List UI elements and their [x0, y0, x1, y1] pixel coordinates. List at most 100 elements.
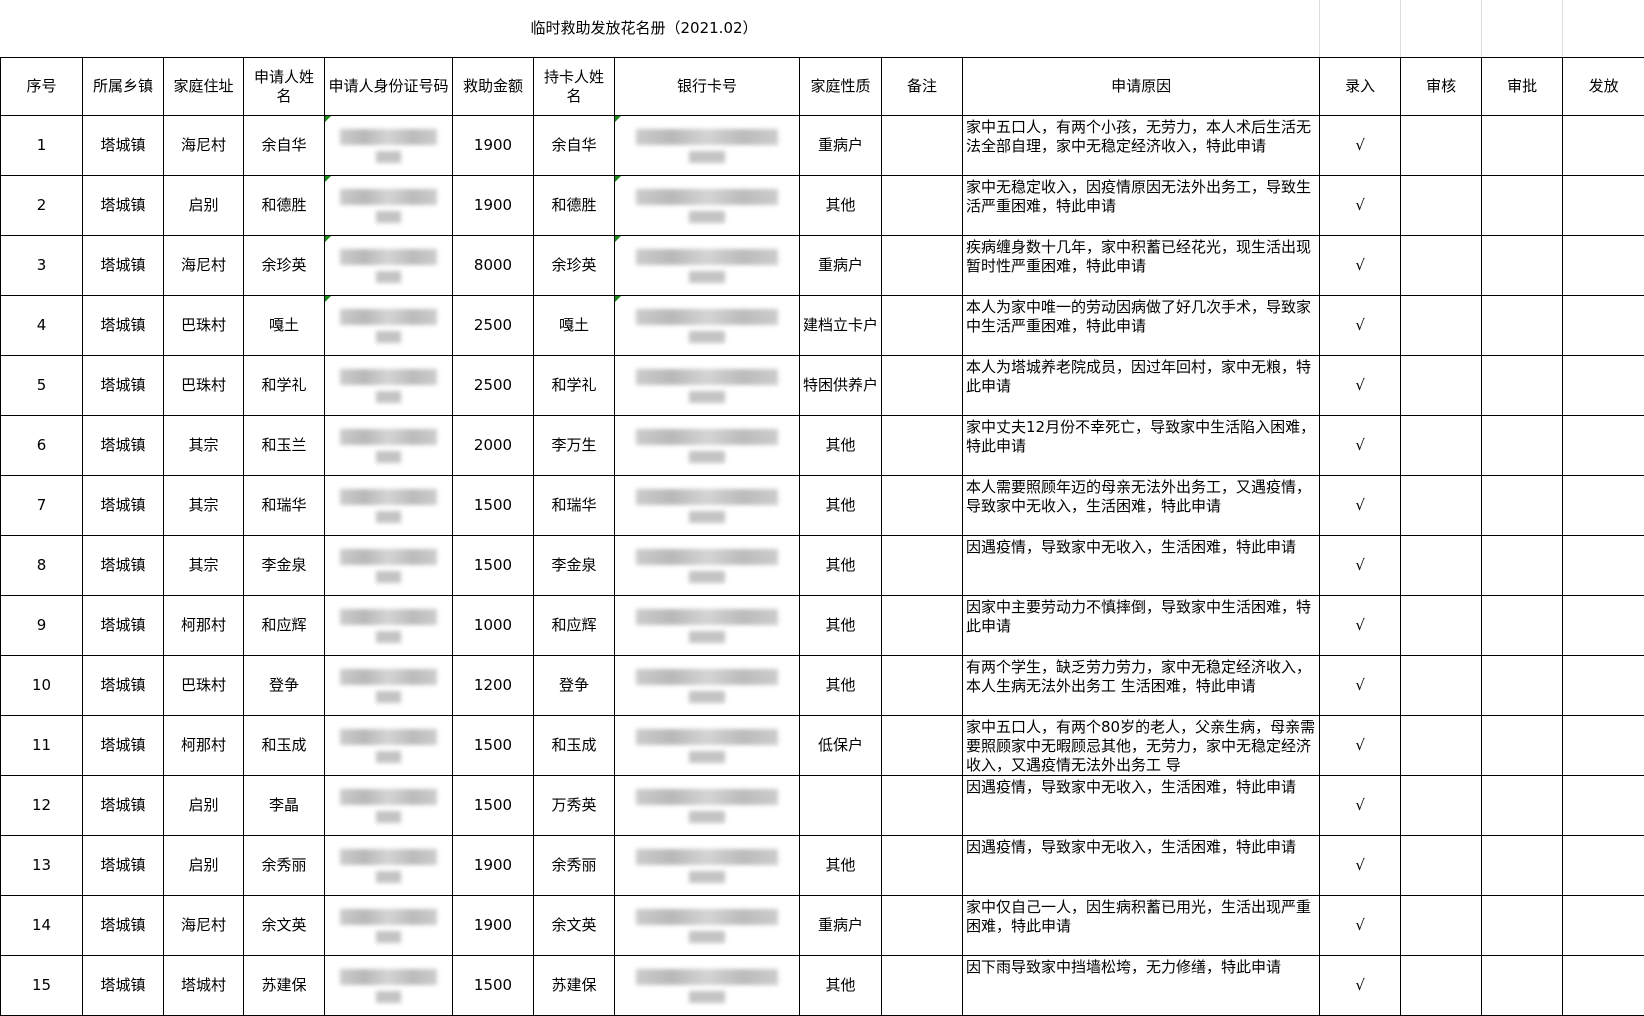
cell-bank-card[interactable]	[615, 956, 800, 1016]
cell-cardholder[interactable]: 苏建保	[534, 956, 615, 1016]
cell-serial[interactable]: 6	[1, 416, 83, 476]
cell-amount[interactable]: 1500	[453, 776, 534, 836]
cell-applicant-name[interactable]: 和应辉	[244, 596, 325, 656]
cell-issued[interactable]	[1563, 536, 1644, 596]
cell-approved[interactable]	[1482, 956, 1563, 1016]
cell-bank-card[interactable]	[615, 776, 800, 836]
column-header[interactable]: 序号	[1, 58, 83, 116]
cell-household-type[interactable]	[800, 776, 882, 836]
cell-id-number[interactable]	[325, 356, 453, 416]
cell-issued[interactable]	[1563, 596, 1644, 656]
cell-cardholder[interactable]: 和瑞华	[534, 476, 615, 536]
cell-note[interactable]	[882, 236, 963, 296]
cell-id-number[interactable]	[325, 716, 453, 776]
cell-reviewed[interactable]	[1401, 896, 1482, 956]
cell-address[interactable]: 海尼村	[164, 236, 244, 296]
cell-reason[interactable]: 疾病缠身数十几年，家中积蓄已经花光，现生活出现暂时性严重困难，特此申请	[963, 236, 1320, 296]
cell-cardholder[interactable]: 万秀英	[534, 776, 615, 836]
cell-reason[interactable]: 有两个学生，缺乏劳力劳力，家中无稳定经济收入，本人生病无法外出务工 生活困难，特…	[963, 656, 1320, 716]
cell-reason[interactable]: 因遇疫情，导致家中无收入，生活困难，特此申请	[963, 836, 1320, 896]
cell-entered[interactable]: √	[1320, 176, 1401, 236]
cell-address[interactable]: 巴珠村	[164, 296, 244, 356]
cell-reason[interactable]: 本人为塔城养老院成员，因过年回村，家中无粮，特此申请	[963, 356, 1320, 416]
cell-town[interactable]: 塔城镇	[83, 476, 164, 536]
cell-serial[interactable]: 10	[1, 656, 83, 716]
cell-entered[interactable]: √	[1320, 296, 1401, 356]
cell-reviewed[interactable]	[1401, 236, 1482, 296]
column-header[interactable]: 所属乡镇	[83, 58, 164, 116]
cell-reviewed[interactable]	[1401, 776, 1482, 836]
cell-bank-card[interactable]	[615, 356, 800, 416]
cell-household-type[interactable]: 特困供养户	[800, 356, 882, 416]
cell-cardholder[interactable]: 余文英	[534, 896, 615, 956]
cell-id-number[interactable]	[325, 296, 453, 356]
cell-town[interactable]: 塔城镇	[83, 116, 164, 176]
cell-approved[interactable]	[1482, 476, 1563, 536]
cell-amount[interactable]: 1900	[453, 116, 534, 176]
cell-household-type[interactable]: 重病户	[800, 236, 882, 296]
cell-reason[interactable]: 家中五口人，有两个80岁的老人，父亲生病，母亲需要照顾家中无暇顾忌其他，无劳力，…	[963, 716, 1320, 776]
column-header[interactable]: 银行卡号	[615, 58, 800, 116]
cell-note[interactable]	[882, 836, 963, 896]
cell-town[interactable]: 塔城镇	[83, 896, 164, 956]
cell-id-number[interactable]	[325, 776, 453, 836]
cell-applicant-name[interactable]: 苏建保	[244, 956, 325, 1016]
cell-id-number[interactable]	[325, 536, 453, 596]
cell-applicant-name[interactable]: 登争	[244, 656, 325, 716]
cell-issued[interactable]	[1563, 296, 1644, 356]
cell-note[interactable]	[882, 716, 963, 776]
column-header[interactable]: 持卡人姓名	[534, 58, 615, 116]
cell-reviewed[interactable]	[1401, 476, 1482, 536]
cell-approved[interactable]	[1482, 776, 1563, 836]
cell-address[interactable]: 启别	[164, 176, 244, 236]
cell-reviewed[interactable]	[1401, 416, 1482, 476]
cell-household-type[interactable]: 建档立卡户	[800, 296, 882, 356]
cell-household-type[interactable]: 其他	[800, 656, 882, 716]
cell-entered[interactable]: √	[1320, 656, 1401, 716]
cell-household-type[interactable]: 低保户	[800, 716, 882, 776]
cell-address[interactable]: 启别	[164, 836, 244, 896]
column-header[interactable]: 申请人身份证号码	[325, 58, 453, 116]
cell-applicant-name[interactable]: 嘎土	[244, 296, 325, 356]
cell-town[interactable]: 塔城镇	[83, 596, 164, 656]
cell-town[interactable]: 塔城镇	[83, 356, 164, 416]
cell-applicant-name[interactable]: 余文英	[244, 896, 325, 956]
cell-issued[interactable]	[1563, 116, 1644, 176]
cell-address[interactable]: 其宗	[164, 536, 244, 596]
cell-amount[interactable]: 1900	[453, 836, 534, 896]
cell-issued[interactable]	[1563, 236, 1644, 296]
cell-approved[interactable]	[1482, 176, 1563, 236]
cell-id-number[interactable]	[325, 596, 453, 656]
cell-serial[interactable]: 7	[1, 476, 83, 536]
cell-amount[interactable]: 2500	[453, 356, 534, 416]
cell-bank-card[interactable]	[615, 896, 800, 956]
column-header[interactable]: 家庭性质	[800, 58, 882, 116]
column-header[interactable]: 发放	[1563, 58, 1644, 116]
cell-bank-card[interactable]	[615, 656, 800, 716]
cell-entered[interactable]: √	[1320, 596, 1401, 656]
cell-town[interactable]: 塔城镇	[83, 956, 164, 1016]
cell-serial[interactable]: 2	[1, 176, 83, 236]
cell-amount[interactable]: 1000	[453, 596, 534, 656]
cell-entered[interactable]: √	[1320, 236, 1401, 296]
cell-bank-card[interactable]	[615, 176, 800, 236]
cell-town[interactable]: 塔城镇	[83, 536, 164, 596]
cell-entered[interactable]: √	[1320, 476, 1401, 536]
cell-amount[interactable]: 1500	[453, 956, 534, 1016]
cell-note[interactable]	[882, 656, 963, 716]
cell-reviewed[interactable]	[1401, 836, 1482, 896]
cell-reason[interactable]: 家中丈夫12月份不幸死亡，导致家中生活陷入困难，特此申请	[963, 416, 1320, 476]
cell-cardholder[interactable]: 李金泉	[534, 536, 615, 596]
cell-serial[interactable]: 12	[1, 776, 83, 836]
cell-cardholder[interactable]: 余自华	[534, 116, 615, 176]
cell-bank-card[interactable]	[615, 716, 800, 776]
cell-amount[interactable]: 1500	[453, 476, 534, 536]
cell-bank-card[interactable]	[615, 416, 800, 476]
cell-entered[interactable]: √	[1320, 536, 1401, 596]
cell-address[interactable]: 柯那村	[164, 716, 244, 776]
cell-serial[interactable]: 5	[1, 356, 83, 416]
cell-approved[interactable]	[1482, 236, 1563, 296]
cell-bank-card[interactable]	[615, 116, 800, 176]
cell-cardholder[interactable]: 和玉成	[534, 716, 615, 776]
cell-cardholder[interactable]: 登争	[534, 656, 615, 716]
